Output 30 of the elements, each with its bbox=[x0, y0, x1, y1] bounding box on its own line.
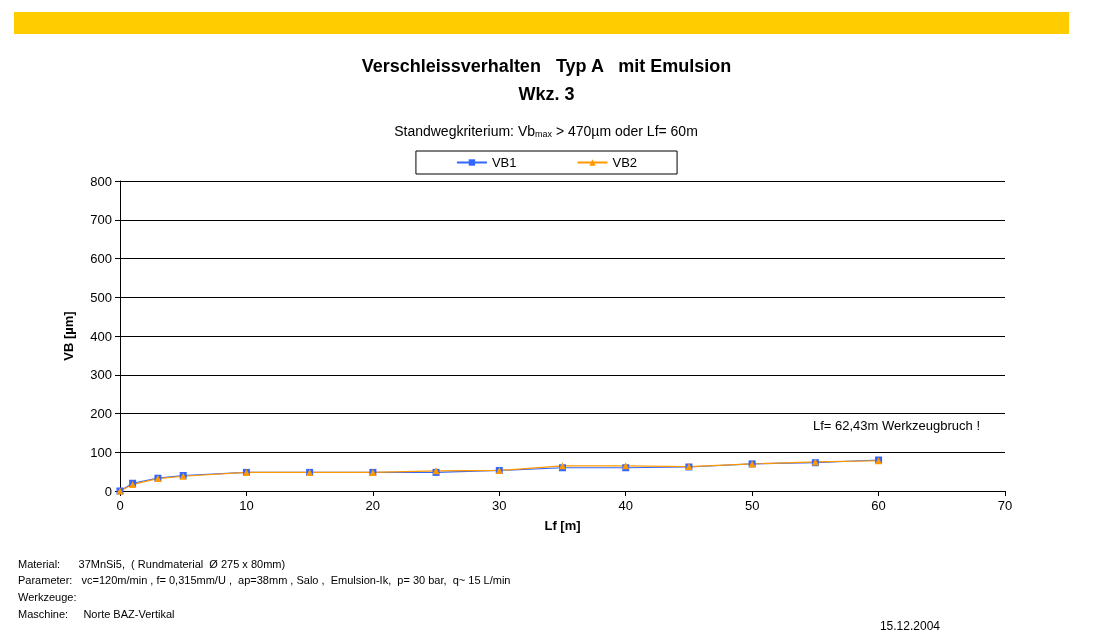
y-tick-label: 200 bbox=[90, 406, 112, 421]
y-tick-label: 300 bbox=[90, 367, 112, 383]
x-tick-label: 20 bbox=[365, 498, 381, 513]
y-axis-title: VB [µm] bbox=[61, 311, 76, 361]
text: Maschine: Norte BAZ-Vertikal bbox=[18, 608, 175, 620]
x-tick-label: 0 bbox=[116, 498, 124, 513]
legend-label: VB1 bbox=[491, 155, 517, 170]
x-tick-label: 60 bbox=[871, 498, 886, 513]
text: 15.12.2004 bbox=[879, 619, 941, 632]
chart-title: Verschleissverhalten Typ A mit Emulsion bbox=[361, 56, 732, 76]
x-tick-label: 40 bbox=[618, 498, 633, 513]
text: Parameter: vc=120m/min , f= 0,315mm/U , ap=38mm , Salo , Emulsion-Ik, p= 30 bar, q~ 15 L/min bbox=[18, 574, 511, 586]
y-tick-label: 800 bbox=[90, 173, 112, 189]
x-axis-title: Lf [m] bbox=[544, 518, 581, 533]
text: Standwegkriterium: Vbmax > 470µm oder Lf= 60m bbox=[394, 123, 698, 139]
x-tick-label: 50 bbox=[744, 498, 760, 513]
y-tick-label: 400 bbox=[90, 328, 112, 344]
x-tick-label: 30 bbox=[492, 498, 507, 513]
y-tick-label: 100 bbox=[90, 444, 112, 460]
x-tick-label: 70 bbox=[997, 498, 1013, 513]
text: Material: 37MnSi5, ( Rundmaterial Ø 275 x 80mm) bbox=[18, 558, 286, 570]
chart-subtitle: Wkz. 3 bbox=[518, 84, 575, 104]
x-tick-label: 10 bbox=[239, 498, 254, 513]
annotation: Lf= 62,43m Werkzeugbruch ! bbox=[812, 417, 980, 433]
y-tick-label: 700 bbox=[90, 212, 112, 228]
y-tick-label: 0 bbox=[104, 483, 112, 499]
legend-label: VB2 bbox=[612, 155, 638, 170]
text: Werkzeuge: bbox=[18, 591, 77, 603]
y-tick-label: 500 bbox=[90, 289, 112, 305]
y-tick-label: 600 bbox=[90, 251, 112, 266]
